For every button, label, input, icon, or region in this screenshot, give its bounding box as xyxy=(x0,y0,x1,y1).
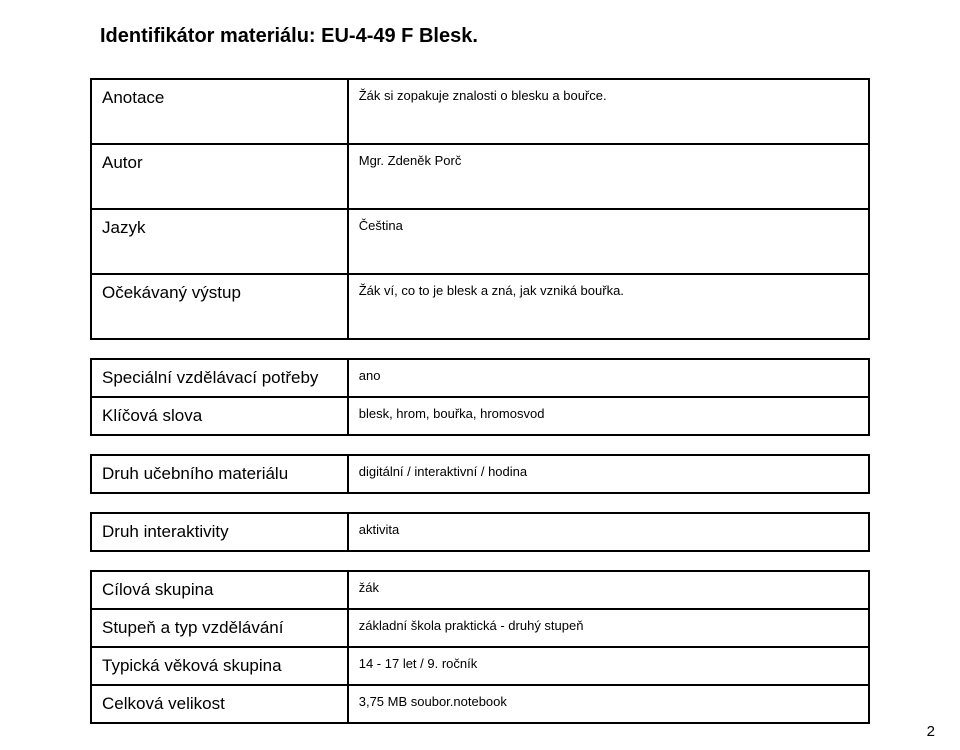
label-autor: Autor xyxy=(91,144,348,209)
value-anotace: Žák si zopakuje znalosti o blesku a bouř… xyxy=(348,79,869,144)
label-druh-materialu: Druh učebního materiálu xyxy=(91,455,348,493)
value-autor: Mgr. Zdeněk Porč xyxy=(348,144,869,209)
table-skupina: Cílová skupina žák Stupeň a typ vzdělává… xyxy=(90,570,870,724)
table-interaktivity: Druh interaktivity aktivita xyxy=(90,512,870,552)
value-cilova-skupina: žák xyxy=(348,571,869,609)
label-klicova: Klíčová slova xyxy=(91,397,348,435)
table-row: Klíčová slova blesk, hrom, bouřka, hromo… xyxy=(91,397,869,435)
table-needs: Speciální vzdělávací potřeby ano Klíčová… xyxy=(90,358,870,436)
value-druh-materialu: digitální / interaktivní / hodina xyxy=(348,455,869,493)
table-material: Druh učebního materiálu digitální / inte… xyxy=(90,454,870,494)
label-druh-interaktivity: Druh interaktivity xyxy=(91,513,348,551)
table-row: Typická věková skupina 14 - 17 let / 9. … xyxy=(91,647,869,685)
document-page: Identifikátor materiálu: EU-4-49 F Blesk… xyxy=(0,0,960,750)
value-jazyk: Čeština xyxy=(348,209,869,274)
label-vekova: Typická věková skupina xyxy=(91,647,348,685)
table-row: Stupeň a typ vzdělávání základní škola p… xyxy=(91,609,869,647)
label-specialni: Speciální vzdělávací potřeby xyxy=(91,359,348,397)
table-row: Cílová skupina žák xyxy=(91,571,869,609)
label-anotace: Anotace xyxy=(91,79,348,144)
table-main: Anotace Žák si zopakuje znalosti o blesk… xyxy=(90,78,870,340)
label-stupen: Stupeň a typ vzdělávání xyxy=(91,609,348,647)
table-row: Druh interaktivity aktivita xyxy=(91,513,869,551)
page-number: 2 xyxy=(927,723,935,740)
table-row: Očekávaný výstup Žák ví, co to je blesk … xyxy=(91,274,869,339)
table-row: Celková velikost 3,75 MB soubor.notebook xyxy=(91,685,869,723)
label-ocekavany-vystup: Očekávaný výstup xyxy=(91,274,348,339)
table-row: Druh učebního materiálu digitální / inte… xyxy=(91,455,869,493)
value-vekova: 14 - 17 let / 9. ročník xyxy=(348,647,869,685)
label-jazyk: Jazyk xyxy=(91,209,348,274)
value-specialni: ano xyxy=(348,359,869,397)
page-title: Identifikátor materiálu: EU-4-49 F Blesk… xyxy=(100,25,870,48)
value-stupen: základní škola praktická - druhý stupeň xyxy=(348,609,869,647)
value-klicova: blesk, hrom, bouřka, hromosvod xyxy=(348,397,869,435)
value-ocekavany-vystup: Žák ví, co to je blesk a zná, jak vzniká… xyxy=(348,274,869,339)
table-row: Jazyk Čeština xyxy=(91,209,869,274)
value-velikost: 3,75 MB soubor.notebook xyxy=(348,685,869,723)
table-row: Autor Mgr. Zdeněk Porč xyxy=(91,144,869,209)
value-druh-interaktivity: aktivita xyxy=(348,513,869,551)
label-cilova-skupina: Cílová skupina xyxy=(91,571,348,609)
table-row: Speciální vzdělávací potřeby ano xyxy=(91,359,869,397)
label-velikost: Celková velikost xyxy=(91,685,348,723)
table-row: Anotace Žák si zopakuje znalosti o blesk… xyxy=(91,79,869,144)
